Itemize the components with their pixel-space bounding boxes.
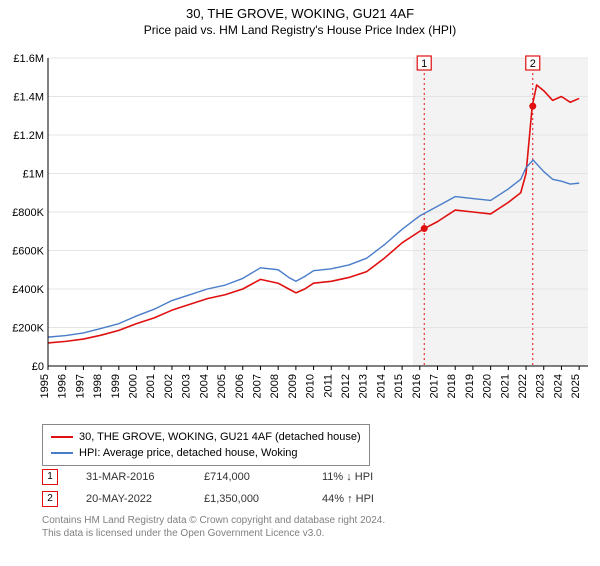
marker-badge: 2 (42, 491, 58, 507)
svg-text:2021: 2021 (499, 374, 511, 398)
page-subtitle: Price paid vs. HM Land Registry's House … (0, 23, 600, 37)
footer-line-2: This data is licensed under the Open Gov… (42, 527, 385, 540)
svg-text:2003: 2003 (181, 374, 193, 398)
svg-text:2011: 2011 (322, 374, 334, 398)
svg-text:2012: 2012 (340, 374, 352, 398)
svg-text:2017: 2017 (429, 374, 441, 398)
marker-date: 31-MAR-2016 (86, 466, 176, 488)
svg-text:£200K: £200K (12, 323, 44, 335)
svg-text:2001: 2001 (145, 374, 157, 398)
svg-text:2023: 2023 (535, 374, 547, 398)
svg-text:£1.2M: £1.2M (13, 130, 44, 142)
svg-text:1: 1 (421, 58, 427, 70)
svg-text:£1.4M: £1.4M (13, 92, 44, 104)
svg-text:2005: 2005 (216, 374, 228, 398)
svg-text:£600K: £600K (12, 246, 44, 258)
legend-item: 30, THE GROVE, WOKING, GU21 4AF (detache… (51, 429, 361, 445)
marker-price: £1,350,000 (204, 488, 294, 510)
svg-text:2016: 2016 (411, 374, 423, 398)
svg-text:2: 2 (530, 58, 536, 70)
svg-text:2004: 2004 (198, 374, 210, 398)
svg-text:2025: 2025 (570, 374, 582, 398)
legend-label: 30, THE GROVE, WOKING, GU21 4AF (detache… (79, 429, 361, 445)
marker-row: 1 31-MAR-2016 £714,000 11% ↓ HPI (42, 466, 374, 488)
marker-pct: 44% ↑ HPI (322, 488, 374, 510)
svg-text:2020: 2020 (482, 374, 494, 398)
svg-text:2007: 2007 (251, 374, 263, 398)
svg-text:2022: 2022 (517, 374, 529, 398)
svg-text:2014: 2014 (375, 374, 387, 398)
svg-text:2024: 2024 (552, 374, 564, 398)
price-chart: £0 £200K £400K £600K £800K £1M £1.2M £1.4M £1.6M… (0, 52, 600, 412)
svg-text:£1.6M: £1.6M (13, 53, 44, 65)
marker-row: 2 20-MAY-2022 £1,350,000 44% ↑ HPI (42, 488, 374, 510)
svg-text:2019: 2019 (464, 374, 476, 398)
page-title: 30, THE GROVE, WOKING, GU21 4AF (0, 6, 600, 21)
svg-text:2013: 2013 (358, 374, 370, 398)
svg-text:2018: 2018 (446, 374, 458, 398)
legend-swatch (51, 436, 73, 438)
svg-text:£0: £0 (32, 361, 44, 373)
svg-text:£1M: £1M (23, 169, 44, 181)
svg-text:£400K: £400K (12, 284, 44, 296)
marker-date: 20-MAY-2022 (86, 488, 176, 510)
svg-text:£800K: £800K (12, 207, 44, 219)
svg-text:2010: 2010 (305, 374, 317, 398)
legend-swatch (51, 452, 73, 454)
svg-text:2006: 2006 (234, 374, 246, 398)
svg-text:2002: 2002 (163, 374, 175, 398)
legend-label: HPI: Average price, detached house, Woki… (79, 445, 298, 461)
svg-text:2009: 2009 (287, 374, 299, 398)
marker-table: 1 31-MAR-2016 £714,000 11% ↓ HPI 2 20-MAY-202… (42, 466, 374, 510)
legend-item: HPI: Average price, detached house, Woki… (51, 445, 361, 461)
marker-price: £714,000 (204, 466, 294, 488)
footer-line-1: Contains HM Land Registry data © Crown c… (42, 514, 385, 527)
svg-text:2015: 2015 (393, 374, 405, 398)
marker-badge: 1 (42, 469, 58, 485)
svg-text:1996: 1996 (57, 374, 69, 398)
svg-text:1999: 1999 (110, 374, 122, 398)
svg-text:1995: 1995 (39, 374, 51, 398)
legend: 30, THE GROVE, WOKING, GU21 4AF (detache… (42, 424, 370, 466)
svg-text:2000: 2000 (128, 374, 140, 398)
svg-text:2008: 2008 (269, 374, 281, 398)
svg-text:1997: 1997 (74, 374, 86, 398)
svg-text:1998: 1998 (92, 374, 104, 398)
footer-attribution: Contains HM Land Registry data © Crown c… (42, 514, 385, 540)
marker-pct: 11% ↓ HPI (322, 466, 373, 488)
